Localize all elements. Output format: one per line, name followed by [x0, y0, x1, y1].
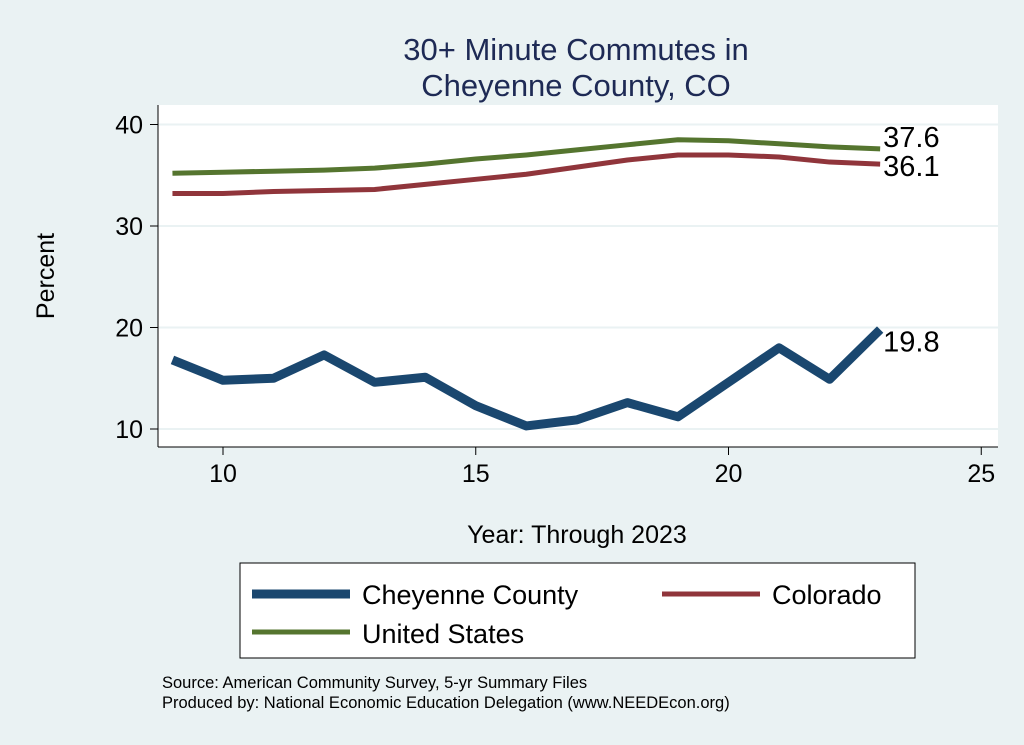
- series-line-cheyenne-county: [170, 326, 884, 431]
- x-tick-label: 20: [715, 460, 743, 488]
- series-line-colorado: [172, 152, 881, 197]
- plot-area: [158, 105, 998, 447]
- y-tick-label: 40: [115, 112, 143, 140]
- end-label: 37.6: [883, 122, 939, 154]
- legend-label-us: United States: [362, 619, 524, 649]
- end-label: 36.1: [883, 151, 939, 183]
- y-axis-label: Percent: [32, 233, 60, 319]
- x-tick-label: 10: [209, 460, 237, 488]
- legend-label-colorado: Colorado: [772, 580, 882, 610]
- producer-note: Produced by: National Economic Education…: [162, 694, 730, 712]
- y-tick-label: 30: [115, 213, 143, 241]
- y-tick-label: 20: [115, 315, 143, 343]
- chart-title-line1: 30+ Minute Commutes in: [403, 32, 748, 67]
- source-note: Source: American Community Survey, 5-yr …: [162, 674, 587, 692]
- x-axis-label: Year: Through 2023: [467, 521, 687, 549]
- end-label: 19.8: [883, 327, 939, 359]
- chart-title-line2: Cheyenne County, CO: [421, 68, 731, 103]
- legend: [239, 562, 916, 659]
- x-tick-label: 25: [967, 460, 995, 488]
- y-tick-label: 10: [115, 416, 143, 444]
- x-tick-label: 15: [462, 460, 490, 488]
- legend-label-cheyenne: Cheyenne County: [362, 580, 579, 610]
- series-line-united-states: [172, 137, 881, 176]
